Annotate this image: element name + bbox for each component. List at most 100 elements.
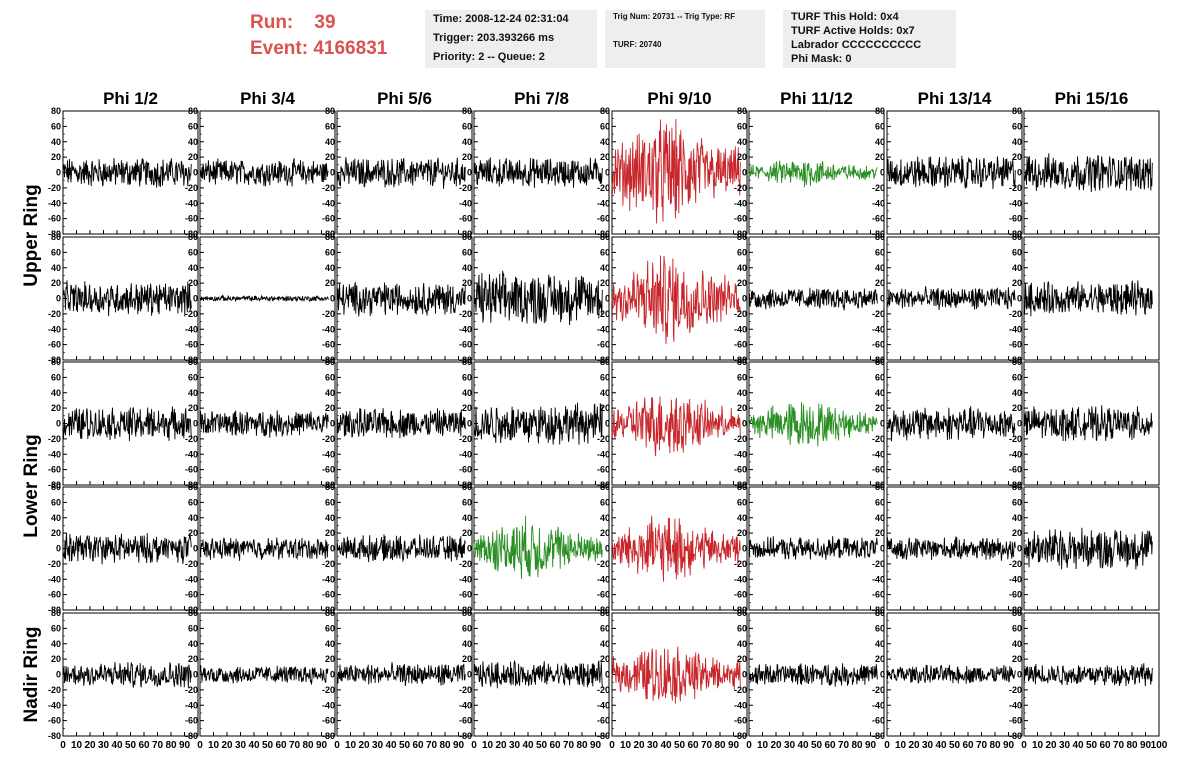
x-tick-label: 0 — [609, 740, 615, 751]
waveform-trace — [611, 515, 741, 582]
waveform-trace — [886, 536, 1016, 561]
y-tick-label: 80 — [1012, 608, 1022, 618]
y-tick-label: -80 — [597, 229, 610, 239]
column-title: Phi 13/14 — [918, 89, 992, 108]
waveform-trace — [611, 118, 741, 224]
y-tick-label: 80 — [875, 608, 885, 618]
y-tick-label: -60 — [48, 590, 61, 600]
y-tick-label: 0 — [742, 294, 747, 304]
column-title: Phi 11/12 — [780, 89, 853, 108]
x-tick-label: 50 — [949, 740, 961, 751]
x-tick-label: 50 — [399, 740, 411, 751]
x-tick-label: 100 — [1151, 740, 1168, 751]
y-tick-label: 0 — [742, 168, 747, 178]
y-tick-label: -40 — [48, 198, 61, 208]
y-tick-label: -60 — [872, 214, 885, 224]
run-value: 39 — [314, 12, 336, 33]
y-tick-label: 0 — [467, 168, 472, 178]
y-tick-label: -20 — [872, 685, 885, 695]
y-tick-label: -20 — [734, 183, 747, 193]
x-tick-label: 80 — [302, 740, 314, 751]
x-tick-label: 60 — [549, 740, 561, 751]
x-tick-label: 70 — [701, 740, 713, 751]
y-tick-label: 20 — [1012, 278, 1022, 288]
x-tick-label: 20 — [908, 740, 920, 751]
y-tick-label: -80 — [185, 229, 198, 239]
x-tick-label: 10 — [757, 740, 769, 751]
y-tick-label: -20 — [185, 685, 198, 695]
y-tick-label: 80 — [737, 357, 747, 367]
x-tick-label: 50 — [674, 740, 686, 751]
y-tick-label: -60 — [1009, 340, 1022, 350]
y-tick-label: 80 — [325, 106, 335, 116]
x-tick-label: 30 — [235, 740, 247, 751]
x-tick-label: 20 — [1045, 740, 1057, 751]
y-tick-label: 0 — [742, 544, 747, 554]
turf-this-hold-text: TURF This Hold: 0x4 — [791, 11, 899, 23]
column-title: Phi 1/2 — [103, 89, 158, 108]
y-tick-label: -20 — [1009, 183, 1022, 193]
y-tick-label: -40 — [734, 700, 747, 710]
y-tick-label: -40 — [322, 449, 335, 459]
y-tick-label: -80 — [1009, 605, 1022, 615]
waveform-trace — [473, 515, 603, 580]
x-tick-label: 40 — [797, 740, 809, 751]
y-tick-label: 80 — [875, 357, 885, 367]
x-tick-label: 90 — [453, 740, 465, 751]
x-tick-label: 60 — [824, 740, 836, 751]
y-tick-label: 20 — [188, 654, 198, 664]
y-tick-label: 80 — [875, 482, 885, 492]
y-tick-label: -20 — [597, 685, 610, 695]
y-tick-label: 0 — [467, 419, 472, 429]
y-tick-label: 60 — [600, 497, 610, 507]
y-tick-label: 60 — [325, 121, 335, 131]
y-tick-label: -80 — [185, 355, 198, 365]
y-tick-label: 0 — [605, 544, 610, 554]
y-tick-label: -60 — [322, 340, 335, 350]
y-tick-label: 0 — [1017, 294, 1022, 304]
y-tick-label: 0 — [330, 544, 335, 554]
y-tick-label: 80 — [325, 232, 335, 242]
y-tick-label: 40 — [462, 388, 472, 398]
x-tick-label: 80 — [851, 740, 863, 751]
x-tick-label: 70 — [563, 740, 575, 751]
y-tick-label: -40 — [185, 700, 198, 710]
y-tick-label: 60 — [875, 497, 885, 507]
y-tick-label: 40 — [51, 639, 61, 649]
waveform-trace — [473, 270, 603, 326]
y-tick-label: 40 — [875, 137, 885, 147]
y-tick-label: 40 — [737, 263, 747, 273]
y-tick-label: -80 — [322, 480, 335, 490]
y-tick-label: -80 — [597, 480, 610, 490]
y-tick-label: 80 — [462, 482, 472, 492]
x-tick-label: 10 — [208, 740, 220, 751]
y-tick-label: 80 — [600, 608, 610, 618]
y-tick-label: -80 — [459, 731, 472, 741]
y-tick-label: 20 — [462, 403, 472, 413]
y-tick-label: 80 — [51, 482, 61, 492]
y-tick-label: -80 — [1009, 229, 1022, 239]
y-tick-label: -60 — [459, 340, 472, 350]
y-tick-label: 40 — [325, 137, 335, 147]
y-tick-label: -20 — [459, 309, 472, 319]
y-tick-label: -40 — [459, 574, 472, 584]
y-tick-label: -80 — [48, 605, 61, 615]
y-tick-label: 20 — [600, 403, 610, 413]
y-tick-label: 20 — [875, 278, 885, 288]
waveform-trace — [886, 155, 1016, 190]
y-tick-label: -20 — [1009, 559, 1022, 569]
x-tick-label: 90 — [179, 740, 191, 751]
y-tick-label: 80 — [1012, 482, 1022, 492]
y-tick-label: -40 — [1009, 700, 1022, 710]
turf-info-panel: TURF This Hold: 0x4 TURF Active Holds: 0… — [783, 10, 956, 68]
y-tick-label: 40 — [737, 513, 747, 523]
y-tick-label: -80 — [872, 731, 885, 741]
y-tick-label: 80 — [51, 357, 61, 367]
y-tick-label: -60 — [322, 214, 335, 224]
x-tick-label: 40 — [660, 740, 672, 751]
y-tick-label: -80 — [322, 355, 335, 365]
y-tick-label: -40 — [872, 700, 885, 710]
x-tick-label: 50 — [125, 740, 137, 751]
y-tick-label: -80 — [872, 605, 885, 615]
y-tick-label: 60 — [462, 497, 472, 507]
